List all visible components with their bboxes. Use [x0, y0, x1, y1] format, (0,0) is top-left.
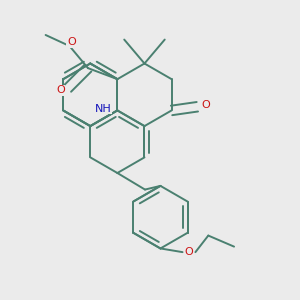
Text: O: O: [67, 37, 76, 47]
Text: O: O: [185, 247, 194, 257]
Text: O: O: [201, 100, 210, 110]
Text: O: O: [56, 85, 65, 95]
Text: NH: NH: [95, 103, 112, 114]
